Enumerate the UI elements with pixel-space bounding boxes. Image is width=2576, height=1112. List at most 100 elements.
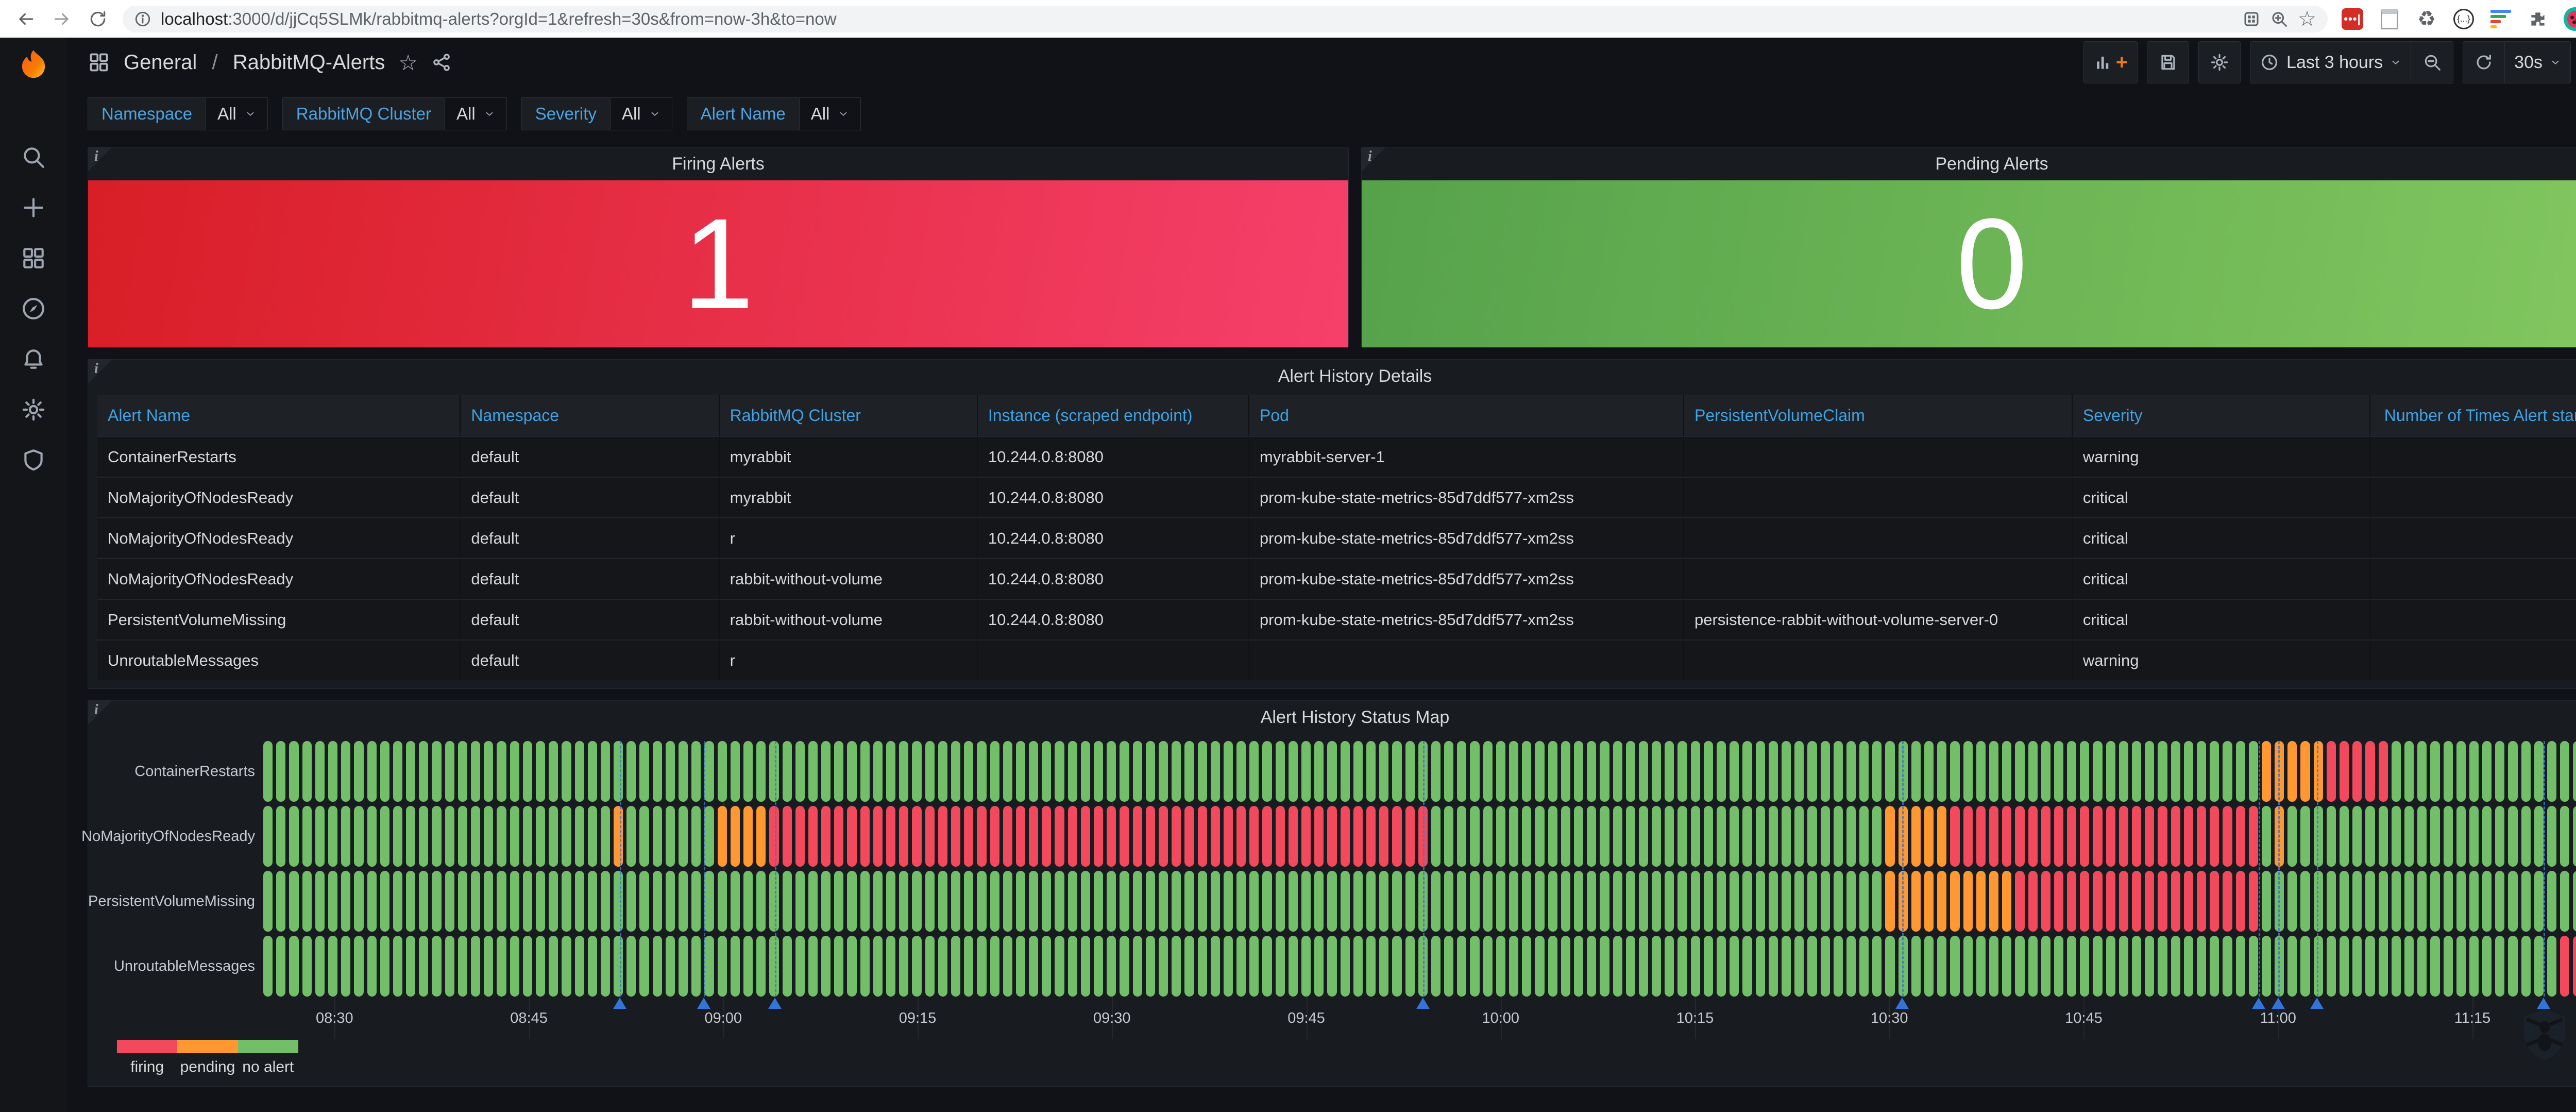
state-cell-no-alert[interactable] — [1314, 741, 1324, 802]
state-cell-firing[interactable] — [951, 806, 961, 867]
dashboard-settings-button[interactable] — [2198, 41, 2241, 83]
panel-info-corner[interactable] — [88, 701, 112, 725]
state-cell-no-alert[interactable] — [1431, 936, 1441, 997]
state-cell-no-alert[interactable] — [2248, 741, 2258, 802]
state-cell-no-alert[interactable] — [484, 741, 494, 802]
column-header[interactable]: Namespace — [461, 395, 720, 436]
state-cell-firing[interactable] — [1379, 806, 1389, 867]
state-cell-no-alert[interactable] — [535, 871, 546, 932]
state-cell-no-alert[interactable] — [1262, 741, 1272, 802]
state-cell-no-alert[interactable] — [1158, 871, 1168, 932]
state-cell-no-alert[interactable] — [704, 936, 714, 997]
state-cell-no-alert[interactable] — [457, 936, 467, 997]
state-cell-no-alert[interactable] — [1015, 936, 1026, 997]
refresh-interval-picker[interactable]: 30s — [2505, 41, 2571, 83]
state-cell-no-alert[interactable] — [717, 741, 727, 802]
state-cell-no-alert[interactable] — [2573, 871, 2576, 932]
state-cell-no-alert[interactable] — [1080, 741, 1090, 802]
variable-value-dropdown[interactable]: All — [445, 97, 507, 130]
state-cell-no-alert[interactable] — [679, 871, 688, 932]
annotation-line[interactable] — [2278, 741, 2280, 997]
state-cell-no-alert[interactable] — [951, 871, 961, 932]
save-dashboard-button[interactable] — [2147, 41, 2190, 83]
sidebar-search-icon[interactable] — [19, 143, 48, 172]
state-cell-no-alert[interactable] — [1768, 741, 1778, 802]
state-cell-firing[interactable] — [1107, 806, 1116, 867]
state-cell-no-alert[interactable] — [2469, 741, 2479, 802]
state-cell-no-alert[interactable] — [1236, 741, 1246, 802]
grafana-logo[interactable] — [14, 47, 53, 86]
state-cell-no-alert[interactable] — [1781, 871, 1791, 932]
state-cell-no-alert[interactable] — [302, 741, 312, 802]
state-cell-no-alert[interactable] — [1846, 871, 1856, 932]
state-cell-no-alert[interactable] — [2171, 936, 2180, 997]
state-cell-no-alert[interactable] — [1262, 871, 1272, 932]
state-cell-firing[interactable] — [1158, 806, 1168, 867]
state-cell-firing[interactable] — [2067, 871, 2077, 932]
state-cell-no-alert[interactable] — [484, 936, 494, 997]
state-cell-no-alert[interactable] — [1522, 741, 1532, 802]
state-cell-no-alert[interactable] — [899, 741, 909, 802]
state-cell-firing[interactable] — [2248, 871, 2258, 932]
state-cell-no-alert[interactable] — [2443, 871, 2453, 932]
state-cell-firing[interactable] — [1080, 806, 1090, 867]
state-cell-firing[interactable] — [2015, 806, 2025, 867]
state-cell-no-alert[interactable] — [2508, 871, 2518, 932]
state-cell-firing[interactable] — [1094, 806, 1104, 867]
state-cell-no-alert[interactable] — [341, 871, 351, 932]
state-cell-no-alert[interactable] — [886, 741, 896, 802]
state-cell-no-alert[interactable] — [1301, 741, 1311, 802]
state-cell-no-alert[interactable] — [1275, 936, 1285, 997]
state-cell-no-alert[interactable] — [2521, 871, 2531, 932]
column-header[interactable]: Number of Times Alert started — [2370, 395, 2576, 436]
sidebar-create-plus-icon[interactable] — [19, 193, 48, 222]
state-cell-no-alert[interactable] — [1405, 936, 1415, 997]
state-cell-no-alert[interactable] — [2521, 741, 2531, 802]
state-cell-firing[interactable] — [1275, 806, 1285, 867]
state-cell-firing[interactable] — [1132, 806, 1142, 867]
state-cell-no-alert[interactable] — [795, 871, 805, 932]
state-cell-no-alert[interactable] — [964, 741, 974, 802]
annotation-marker-icon[interactable] — [768, 998, 782, 1009]
state-cell-firing[interactable] — [1950, 806, 1960, 867]
state-cell-no-alert[interactable] — [691, 936, 701, 997]
state-cell-no-alert[interactable] — [2326, 936, 2336, 997]
state-cell-no-alert[interactable] — [1457, 871, 1467, 932]
state-cell-no-alert[interactable] — [1197, 871, 1207, 932]
state-cell-no-alert[interactable] — [600, 871, 611, 932]
alert-history-status-map-panel[interactable]: i Alert History Status Map ContainerRest… — [81, 700, 2576, 1087]
state-cell-no-alert[interactable] — [510, 741, 519, 802]
state-cell-no-alert[interactable] — [1625, 741, 1635, 802]
state-cell-no-alert[interactable] — [1470, 806, 1480, 867]
state-cell-no-alert[interactable] — [522, 871, 532, 932]
state-cell-no-alert[interactable] — [2145, 741, 2155, 802]
state-cell-no-alert[interactable] — [1405, 741, 1415, 802]
state-cell-no-alert[interactable] — [704, 741, 714, 802]
state-cell-no-alert[interactable] — [600, 806, 611, 867]
state-cell-no-alert[interactable] — [1561, 936, 1570, 997]
state-cell-no-alert[interactable] — [834, 871, 844, 932]
sidebar-admin-shield-icon[interactable] — [19, 446, 48, 475]
state-cell-no-alert[interactable] — [873, 741, 883, 802]
state-cell-no-alert[interactable] — [847, 871, 857, 932]
state-cell-no-alert[interactable] — [1846, 741, 1856, 802]
state-cell-no-alert[interactable] — [756, 936, 766, 997]
state-cell-no-alert[interactable] — [1340, 936, 1350, 997]
state-cell-no-alert[interactable] — [1690, 806, 1700, 867]
recycle-extension-icon[interactable]: ♻ — [2417, 7, 2436, 31]
state-cell-no-alert[interactable] — [2417, 806, 2427, 867]
state-cell-no-alert[interactable] — [497, 936, 506, 997]
add-panel-button[interactable]: + — [2083, 41, 2138, 83]
state-cell-no-alert[interactable] — [1509, 741, 1519, 802]
state-cell-no-alert[interactable] — [652, 806, 662, 867]
state-cell-no-alert[interactable] — [626, 936, 636, 997]
state-cell-no-alert[interactable] — [1625, 936, 1635, 997]
state-cell-no-alert[interactable] — [2391, 806, 2401, 867]
state-cell-firing[interactable] — [964, 806, 974, 867]
breadcrumb-title[interactable]: RabbitMQ-Alerts — [232, 50, 385, 74]
annotation-line[interactable] — [1902, 741, 1904, 997]
state-cell-no-alert[interactable] — [380, 871, 389, 932]
state-cell-firing[interactable] — [769, 806, 779, 867]
state-cell-no-alert[interactable] — [2456, 806, 2466, 867]
state-cell-no-alert[interactable] — [1625, 871, 1635, 932]
